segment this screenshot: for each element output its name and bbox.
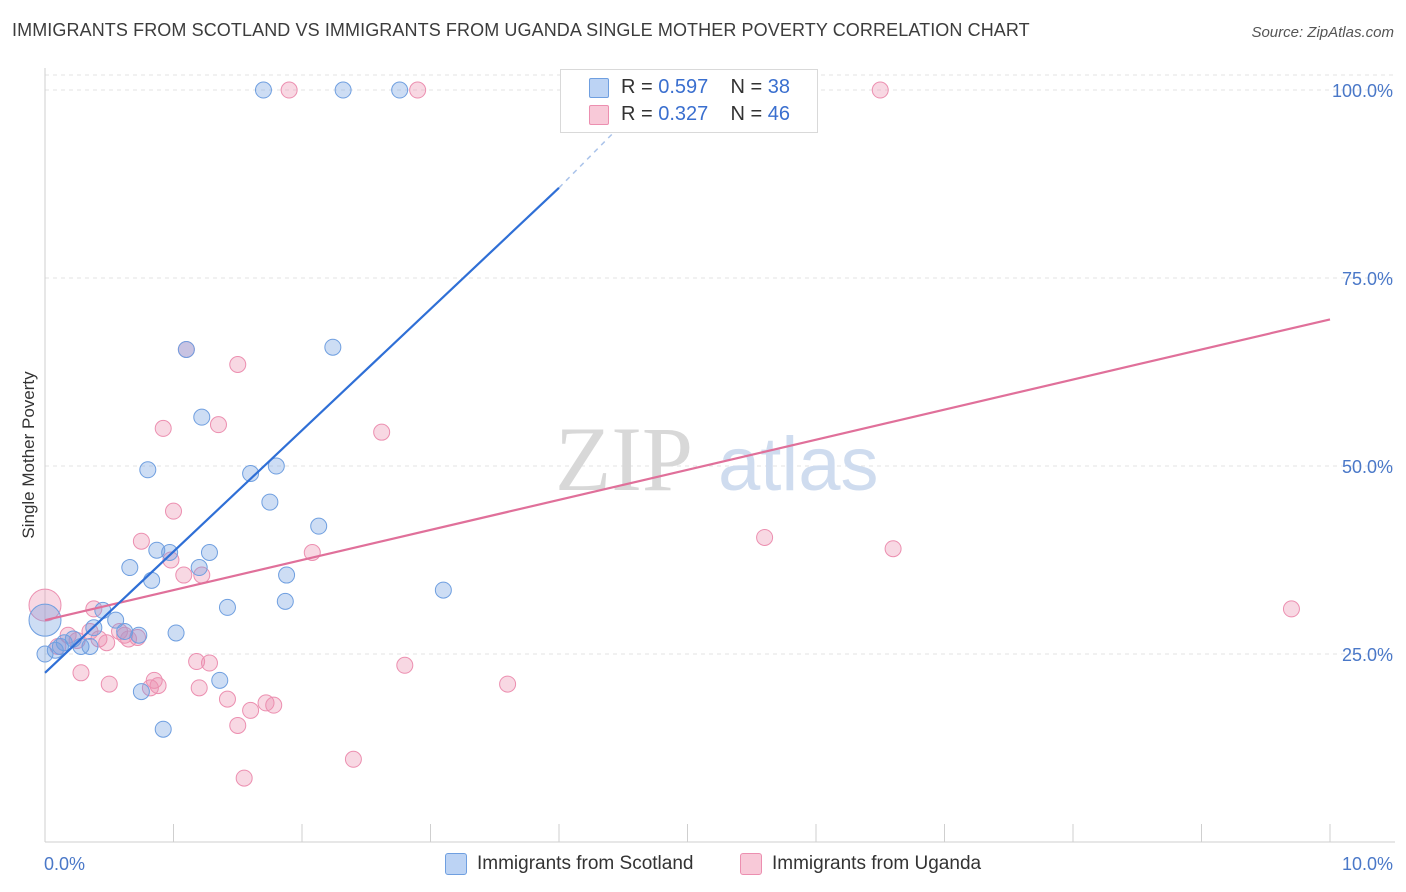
uganda-point xyxy=(200,654,218,672)
scotland-point xyxy=(139,461,157,479)
scotland-point xyxy=(261,493,279,511)
scotland-point xyxy=(211,671,229,689)
scotland-point xyxy=(310,517,328,535)
scotland-point xyxy=(254,81,272,99)
y-tick-label: 25.0% xyxy=(1342,645,1393,665)
uganda-legend-swatch xyxy=(740,853,762,875)
scotland-legend-swatch xyxy=(445,853,467,875)
watermark-zip: ZIP xyxy=(555,408,693,510)
scotland-legend-label: Immigrants from Scotland xyxy=(477,853,694,874)
uganda-points xyxy=(28,81,1300,787)
uganda-point xyxy=(884,540,902,558)
uganda-point xyxy=(229,716,247,734)
scotland-point xyxy=(434,581,452,599)
n-label: N = xyxy=(730,103,768,125)
y-tick-label: 75.0% xyxy=(1342,269,1393,289)
scotland-point xyxy=(324,338,342,356)
scotland-point xyxy=(36,645,54,663)
y-axis-label: Single Mother Poverty xyxy=(19,371,38,539)
x-tick-label-min: 0.0% xyxy=(44,854,85,874)
scotland-swatch xyxy=(589,78,609,98)
r-label: R = xyxy=(621,103,659,125)
uganda-swatch xyxy=(589,105,609,125)
scotland-point xyxy=(276,592,294,610)
scotland-trend-line xyxy=(44,186,560,674)
uganda-point xyxy=(98,634,116,652)
uganda-legend-label: Immigrants from Uganda xyxy=(772,853,982,874)
scotland-point xyxy=(81,637,99,655)
uganda-point xyxy=(154,419,172,437)
grid xyxy=(45,74,1395,655)
n-label: N = xyxy=(730,76,768,98)
x-tick-label-max: 10.0% xyxy=(1342,854,1393,874)
uganda-point xyxy=(280,81,298,99)
scotland-point xyxy=(391,81,409,99)
uganda-point xyxy=(149,677,167,695)
uganda-point xyxy=(132,532,150,550)
scotland-point xyxy=(177,340,195,358)
scotland-point xyxy=(278,566,296,584)
uganda-point xyxy=(28,588,62,622)
y-tick-label: 50.0% xyxy=(1342,457,1393,477)
n-value-uganda: 46 xyxy=(767,103,791,125)
scotland-point xyxy=(190,559,208,577)
scotland-point xyxy=(148,541,166,559)
scotland-point xyxy=(116,622,134,640)
scotland-point xyxy=(218,598,236,616)
r-value-scotland: 0.597 xyxy=(658,76,709,98)
watermark-atlas: atlas xyxy=(718,422,879,507)
scotland-point xyxy=(154,720,172,738)
n-value-scotland: 38 xyxy=(767,76,791,98)
scotland-point xyxy=(242,465,260,483)
trend-lines xyxy=(44,115,1331,674)
axes xyxy=(44,68,1395,843)
uganda-point xyxy=(409,81,427,99)
source-label: Source: ZipAtlas.com xyxy=(1251,24,1394,41)
uganda-point xyxy=(235,769,253,787)
tick-labels: 25.0% 50.0% 75.0% 100.0% 0.0% 10.0% xyxy=(44,81,1393,874)
uganda-point xyxy=(175,566,193,584)
uganda-point xyxy=(188,653,206,671)
uganda-point xyxy=(1282,600,1300,618)
r-label: R = xyxy=(621,76,659,98)
scotland-point xyxy=(143,571,161,589)
uganda-point xyxy=(165,502,182,520)
uganda-point xyxy=(116,626,134,644)
uganda-point xyxy=(373,423,391,441)
uganda-point xyxy=(209,416,227,434)
scotland-point xyxy=(132,683,150,701)
scotland-point xyxy=(167,624,185,642)
scotland-points xyxy=(28,81,452,738)
scotland-point xyxy=(200,543,218,561)
correlation-legend: R = 0.597 N = 38 R = 0.327 N = 46 xyxy=(560,69,818,133)
uganda-point xyxy=(190,679,208,697)
uganda-point xyxy=(871,81,889,99)
scotland-point xyxy=(107,611,125,629)
uganda-point xyxy=(218,690,236,708)
uganda-trend-line xyxy=(44,318,1331,622)
r-value-uganda: 0.327 xyxy=(658,103,709,125)
uganda-point xyxy=(229,356,247,374)
y-tick-label: 100.0% xyxy=(1332,81,1393,101)
uganda-point xyxy=(499,675,517,693)
scotland-point xyxy=(193,408,211,426)
uganda-point xyxy=(344,750,362,768)
scotland-point xyxy=(267,457,285,475)
chart-title: IMMIGRANTS FROM SCOTLAND VS IMMIGRANTS F… xyxy=(12,20,1030,40)
uganda-point xyxy=(242,701,260,719)
scotland-point xyxy=(55,634,73,652)
scotland-point xyxy=(161,543,179,561)
scotland-point xyxy=(130,626,148,644)
uganda-point xyxy=(100,675,118,693)
uganda-point xyxy=(756,528,774,546)
uganda-point xyxy=(265,696,283,714)
scotland-point xyxy=(121,559,139,577)
uganda-point xyxy=(396,656,414,674)
scotland-point xyxy=(334,81,352,99)
uganda-point xyxy=(72,664,90,682)
